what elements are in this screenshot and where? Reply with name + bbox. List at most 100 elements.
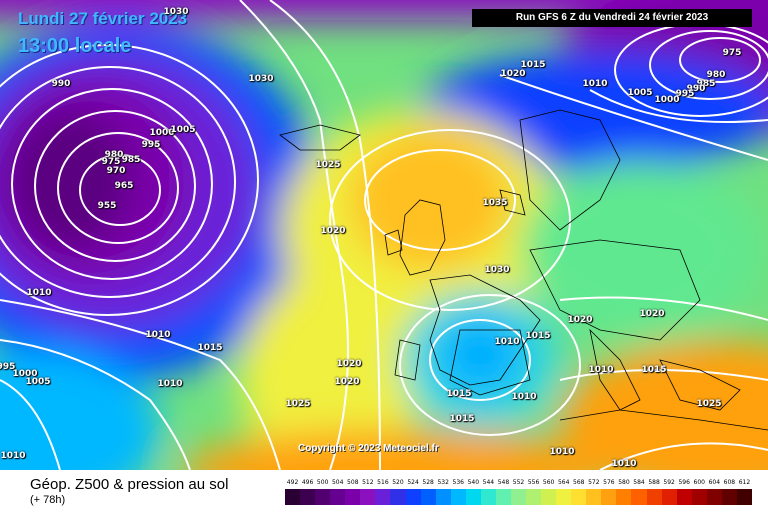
isobar-label: 1030 bbox=[248, 74, 274, 84]
scale-swatch bbox=[721, 489, 738, 505]
scale-tick-label: 496 bbox=[301, 479, 314, 486]
isobar-label: 975 bbox=[101, 157, 121, 167]
scale-swatch bbox=[526, 489, 542, 505]
isobar-label: 980 bbox=[104, 150, 124, 160]
scale-tick-label: 504 bbox=[331, 479, 344, 486]
scale-tick-label: 596 bbox=[678, 479, 690, 486]
isobar-label: 1000 bbox=[149, 128, 175, 138]
scale-swatch bbox=[616, 489, 632, 505]
scale-swatch bbox=[691, 489, 708, 505]
isobar-label: 1010 bbox=[157, 379, 183, 389]
scale-tick-label: 608 bbox=[723, 479, 736, 486]
scale-swatch bbox=[676, 489, 693, 505]
isobar-label: 1030 bbox=[484, 265, 510, 275]
isobar-label: 1000 bbox=[12, 369, 38, 379]
scale-swatch bbox=[375, 489, 391, 505]
isobar-label: 1020 bbox=[336, 359, 362, 369]
scale-tick-label: 580 bbox=[618, 479, 630, 486]
weather-map bbox=[0, 0, 768, 470]
isobar-label: 980 bbox=[706, 70, 726, 80]
isobar-label: 1000 bbox=[654, 95, 680, 105]
scale-swatch bbox=[586, 489, 602, 505]
scale-swatch bbox=[285, 489, 301, 505]
isobar-label: 1010 bbox=[582, 79, 608, 89]
isobar-label: 1020 bbox=[567, 315, 593, 325]
isobar-label: 1010 bbox=[26, 288, 52, 298]
isobar-label: 1010 bbox=[611, 459, 637, 469]
scale-tick-label: 536 bbox=[452, 479, 464, 486]
scale-tick-label: 564 bbox=[557, 479, 570, 486]
scale-swatch bbox=[405, 489, 422, 505]
isobar-label: 1020 bbox=[639, 309, 665, 319]
scale-swatch bbox=[646, 489, 663, 505]
isobar-label: 1010 bbox=[494, 337, 520, 347]
scale-tick-label: 524 bbox=[407, 479, 419, 486]
scale-tick-label: 588 bbox=[648, 479, 660, 486]
scale-tick-label: 560 bbox=[542, 479, 555, 486]
isobar-label: 990 bbox=[51, 79, 71, 89]
scale-tick-label: 532 bbox=[437, 479, 449, 486]
isobar-label: 1020 bbox=[320, 226, 346, 236]
scale-tick-label: 528 bbox=[422, 479, 434, 486]
scale-tick-label: 556 bbox=[527, 479, 540, 486]
chart-title: Géop. Z500 & pression au sol bbox=[30, 476, 229, 493]
scale-tick-label: 520 bbox=[392, 479, 404, 486]
isobar-label: 1020 bbox=[334, 377, 360, 387]
scale-swatch bbox=[631, 489, 648, 505]
scale-tick-label: 592 bbox=[663, 479, 675, 486]
isobar-label: 1015 bbox=[449, 414, 475, 424]
isobar-label: 1010 bbox=[588, 365, 614, 375]
scale-tick-label: 508 bbox=[347, 479, 359, 486]
scale-tick-label: 604 bbox=[708, 479, 721, 486]
isobar-label: 995 bbox=[0, 362, 16, 372]
scale-swatch bbox=[510, 489, 527, 505]
isobar-label: 1010 bbox=[0, 451, 26, 461]
copyright-notice: Copyright © 2023 Meteociel.fr bbox=[298, 443, 439, 454]
scale-swatch bbox=[661, 489, 678, 505]
forecast-lead-time: (+ 78h) bbox=[30, 494, 66, 506]
scale-swatch bbox=[571, 489, 587, 505]
scale-tick-label: 576 bbox=[603, 479, 615, 486]
isobar-label: 1005 bbox=[25, 377, 51, 387]
isobar-label: 975 bbox=[722, 48, 742, 58]
isobar-label: 1025 bbox=[696, 399, 722, 409]
isobar-label: 990 bbox=[686, 84, 706, 94]
scale-tick-label: 548 bbox=[497, 479, 510, 486]
scale-tick-label: 568 bbox=[573, 479, 585, 486]
scale-tick-label: 584 bbox=[633, 479, 645, 486]
forecast-date: Lundi 27 février 2023 bbox=[18, 9, 188, 28]
scale-swatch bbox=[495, 489, 512, 505]
isobar-label: 1025 bbox=[315, 160, 341, 170]
isobar-label: 1035 bbox=[482, 198, 508, 208]
isobar-label: 1015 bbox=[446, 389, 472, 399]
geopotential-field bbox=[0, 0, 768, 470]
isobar-label: 1005 bbox=[170, 125, 196, 135]
scale-swatch bbox=[330, 489, 346, 505]
isobar-label: 1010 bbox=[145, 330, 171, 340]
isobar-label: 1010 bbox=[511, 392, 537, 402]
isobar-label: 970 bbox=[106, 166, 126, 176]
scale-swatch bbox=[420, 489, 437, 505]
scale-tick-label: 612 bbox=[738, 479, 751, 486]
scale-tick-label: 540 bbox=[467, 479, 480, 486]
scale-swatch bbox=[315, 489, 331, 505]
scale-tick-label: 544 bbox=[482, 479, 495, 486]
scale-swatch bbox=[556, 489, 572, 505]
scale-swatch bbox=[736, 489, 753, 505]
scale-swatch bbox=[300, 489, 316, 505]
scale-tick-label: 552 bbox=[512, 479, 525, 486]
scale-swatch bbox=[465, 489, 482, 505]
scale-swatch bbox=[450, 489, 467, 505]
scale-tick-label: 500 bbox=[316, 479, 329, 486]
scale-tick-label: 600 bbox=[693, 479, 705, 486]
isobar-label: 985 bbox=[696, 79, 716, 89]
scale-swatch bbox=[435, 489, 452, 505]
model-run-label: Run GFS 6 Z du Vendredi 24 février 2023 bbox=[472, 9, 752, 27]
scale-tick-label: 516 bbox=[377, 479, 389, 486]
isobar-label: 1015 bbox=[197, 343, 223, 353]
scale-swatch bbox=[541, 489, 557, 505]
isobar-lines bbox=[0, 0, 768, 470]
scale-swatch bbox=[601, 489, 617, 505]
isobar-label: 1015 bbox=[525, 331, 551, 341]
isobar-label: 1030 bbox=[163, 7, 189, 17]
